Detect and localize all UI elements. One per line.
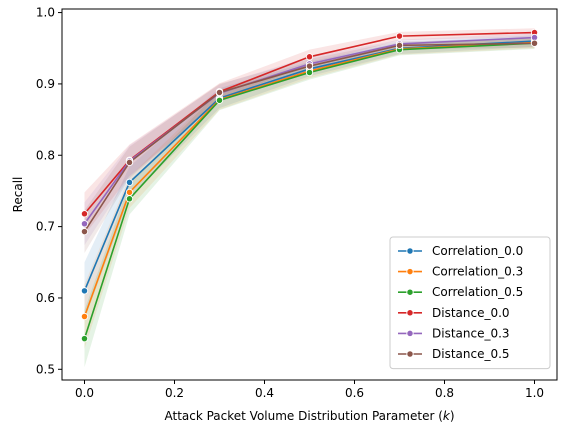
series-lines — [83, 31, 535, 339]
line-Correlation_0.0 — [83, 40, 535, 292]
y-axis: 0.5 0.6 0.7 0.8 0.9 1.0 — [36, 6, 62, 376]
point-Correlation_0.5-3 — [305, 68, 314, 77]
y-tick-label: 0.5 — [36, 362, 55, 376]
y-tick-label: 0.6 — [36, 291, 55, 305]
point-Distance_0.5-0 — [80, 227, 89, 236]
legend-swatch-marker — [406, 309, 414, 317]
legend-swatch-marker — [406, 247, 414, 255]
band-Distance_0.0 — [84, 28, 535, 236]
x-tick-label: 0.2 — [165, 386, 184, 400]
line-Correlation_0.5 — [83, 42, 535, 339]
legend: Correlation_0.0 Correlation_0.3 Correlatio… — [389, 236, 551, 370]
x-tick-label: 0.0 — [75, 386, 94, 400]
point-Correlation_0.0-0 — [80, 287, 89, 295]
legend-label-Correlation_0.0: Correlation_0.0 — [432, 244, 523, 258]
x-tick-label: 1.0 — [525, 386, 544, 400]
series-points — [80, 28, 539, 343]
band-Correlation_0.3 — [84, 36, 535, 349]
x-tick-label: 0.4 — [255, 386, 274, 400]
legend-swatch-marker — [406, 267, 414, 276]
point-Correlation_0.3-1 — [125, 188, 134, 197]
y-tick-label: 0.9 — [36, 77, 55, 91]
line-Distance_0.0 — [83, 31, 535, 215]
point-Distance_0.0-0 — [80, 210, 89, 218]
point-Distance_0.5-5 — [530, 39, 539, 47]
point-Distance_0.5-3 — [305, 62, 314, 70]
legend-swatch-marker — [406, 329, 414, 338]
x-axis-label: Attack Packet Volume Distribution Parame… — [164, 409, 454, 423]
point-Distance_0.5-4 — [395, 41, 404, 50]
point-Distance_0.0-4 — [395, 32, 404, 40]
legend-box — [389, 236, 551, 370]
legend-label-Distance_0.5: Distance_0.5 — [432, 347, 510, 361]
y-tick-label: 0.8 — [36, 148, 55, 162]
point-Distance_0.0-3 — [305, 53, 314, 61]
legend-label-Distance_0.3: Distance_0.3 — [432, 326, 510, 340]
point-Correlation_0.0-1 — [125, 178, 134, 187]
x-tick-label: 0.6 — [345, 386, 364, 400]
y-axis-label: Recall — [11, 177, 25, 213]
x-axis: 0.0 0.2 0.4 0.6 0.8 1.0 — [75, 380, 544, 400]
point-Distance_0.3-0 — [80, 220, 89, 228]
x-tick-label: 0.8 — [435, 386, 454, 400]
legend-label-Correlation_0.5: Correlation_0.5 — [432, 285, 523, 299]
legend-label-Distance_0.0: Distance_0.0 — [432, 306, 510, 320]
point-Correlation_0.5-0 — [80, 334, 89, 343]
legend-label-Correlation_0.3: Correlation_0.3 — [432, 265, 523, 279]
line-Distance_0.5 — [83, 42, 535, 233]
y-tick-label: 1.0 — [36, 6, 55, 20]
legend-swatch-marker — [406, 288, 414, 296]
y-tick-label: 0.7 — [36, 220, 55, 234]
legend-swatch-marker — [406, 350, 414, 358]
point-Correlation_0.5-2 — [215, 96, 224, 104]
point-Correlation_0.3-0 — [80, 312, 89, 321]
point-Distance_0.5-1 — [125, 158, 134, 167]
plot-frame — [61, 8, 558, 381]
point-Distance_0.5-2 — [215, 88, 224, 97]
point-Correlation_0.5-1 — [125, 195, 134, 203]
